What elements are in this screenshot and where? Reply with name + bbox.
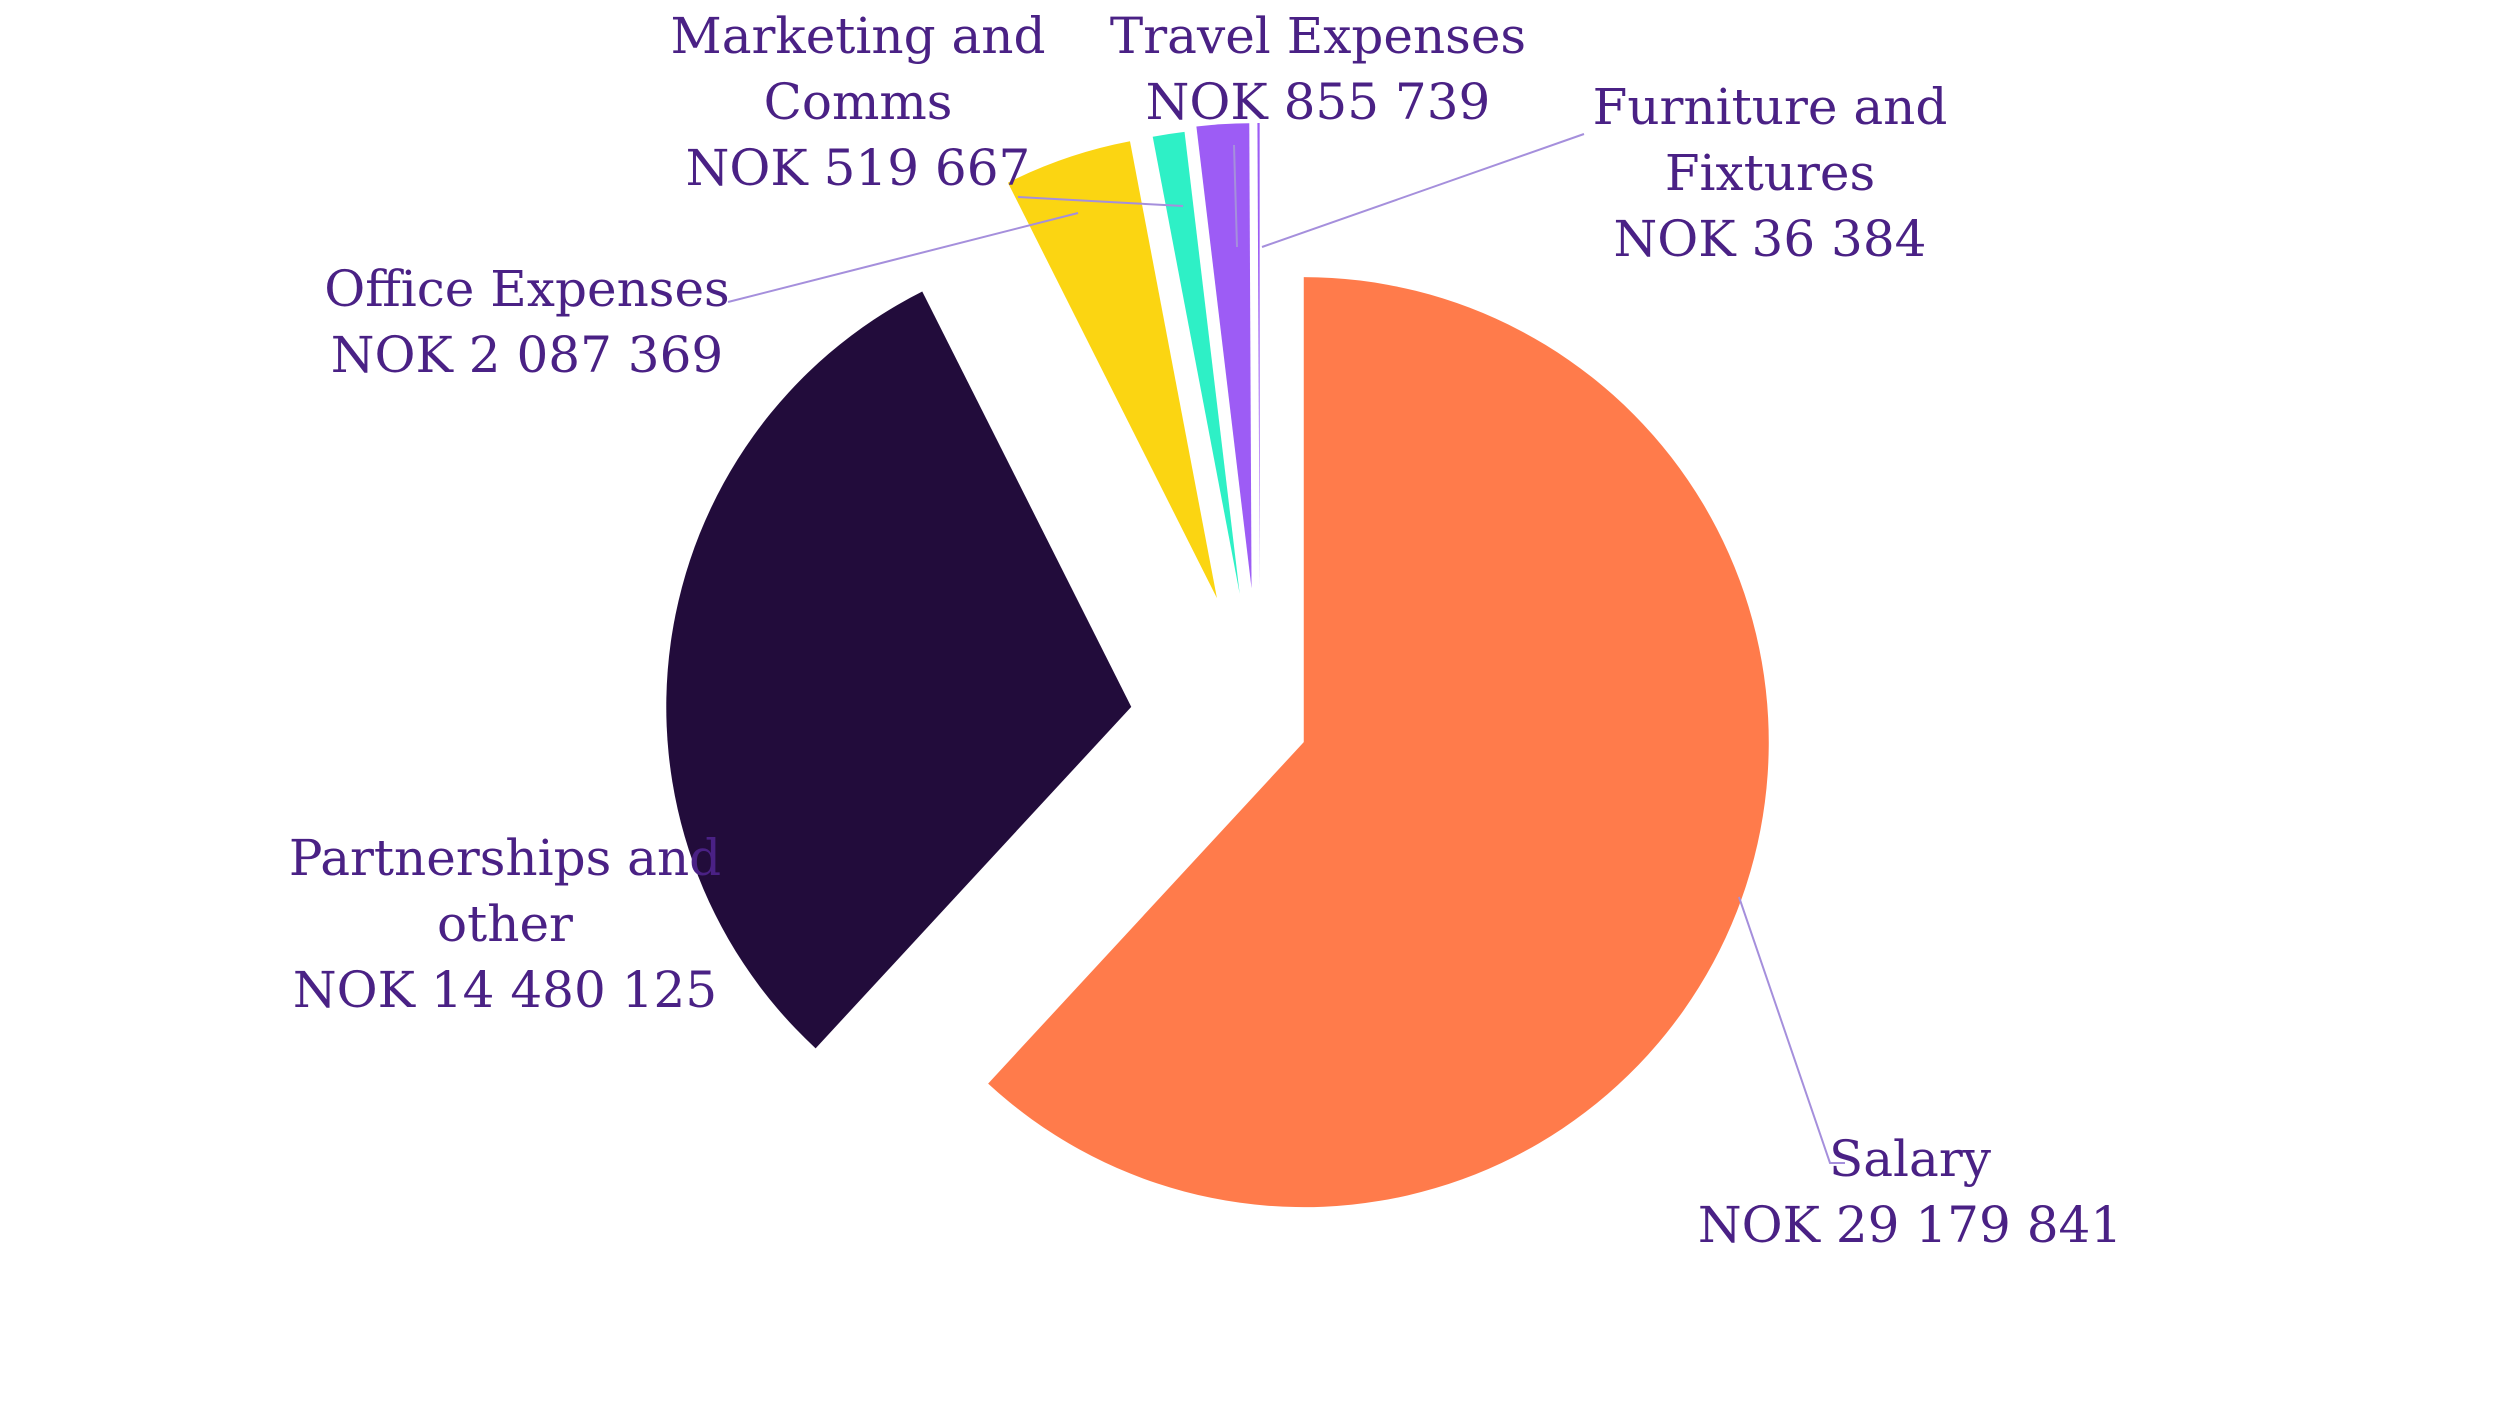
leader-line-salary [1738, 896, 1845, 1164]
leader-line-marketing-and-comms [1017, 196, 1184, 207]
slice-value-text: NOK 519 667 [686, 139, 1031, 197]
slice-label-line: Fixtures [1665, 144, 1875, 202]
slice-label-line: Comms [764, 73, 953, 131]
slice-label-line: Salary [1829, 1130, 1992, 1188]
leader-line-furniture-and-fixtures [1261, 133, 1585, 248]
slice-label-line: Marketing and [671, 7, 1046, 65]
slice-value-text: NOK 2 087 369 [331, 326, 723, 384]
slice-label-line: Furniture and [1593, 78, 1948, 136]
slice-labels: Salary NOK 29 179 841 Partnerships and othe… [289, 7, 2122, 1254]
slice-label-line: Partnerships and [289, 829, 721, 887]
slice-value-text: NOK 36 384 [1614, 210, 1927, 268]
slice-value-text: NOK 29 179 841 [1698, 1196, 2122, 1254]
pie-slice-partnerships-and-other [666, 291, 1132, 1049]
slice-label-marketing-and-comms: Marketing and Comms NOK 519 667 [671, 7, 1046, 197]
slice-label-salary: Salary NOK 29 179 841 [1698, 1130, 2122, 1254]
leader-line-travel-expenses [1233, 144, 1238, 248]
slice-label-line: Travel Expenses [1110, 7, 1526, 65]
slice-value-text: NOK 14 480 125 [293, 961, 717, 1019]
slice-value-text: NOK 855 739 [1146, 73, 1491, 131]
pie-slice-furniture-and-fixtures [1257, 123, 1260, 589]
pie-slices [666, 123, 1769, 1208]
pie-slice-salary [988, 277, 1769, 1208]
leader-lines [727, 133, 1845, 1164]
slice-label-travel-expenses: Travel Expenses NOK 855 739 [1110, 7, 1526, 131]
slice-label-furniture-and-fixtures: Furniture and Fixtures NOK 36 384 [1593, 78, 1948, 268]
pie-slice-marketing-and-comms [1152, 131, 1240, 594]
slice-label-partnerships-and-other: Partnerships and other NOK 14 480 125 [289, 829, 721, 1019]
pie-slice-office-expenses [1007, 141, 1217, 599]
slice-label-line: Office Expenses [324, 260, 729, 318]
slice-label-line: other [437, 895, 573, 953]
slice-label-office-expenses: Office Expenses NOK 2 087 369 [324, 260, 729, 384]
leader-line-office-expenses [727, 212, 1079, 303]
